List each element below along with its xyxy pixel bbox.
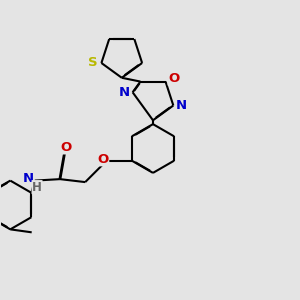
Text: O: O xyxy=(168,72,179,85)
Text: H: H xyxy=(32,181,42,194)
Text: O: O xyxy=(98,153,109,166)
Text: S: S xyxy=(88,56,98,70)
Text: N: N xyxy=(119,86,130,99)
Text: O: O xyxy=(60,141,71,154)
Text: N: N xyxy=(22,172,34,185)
Text: N: N xyxy=(176,99,187,112)
